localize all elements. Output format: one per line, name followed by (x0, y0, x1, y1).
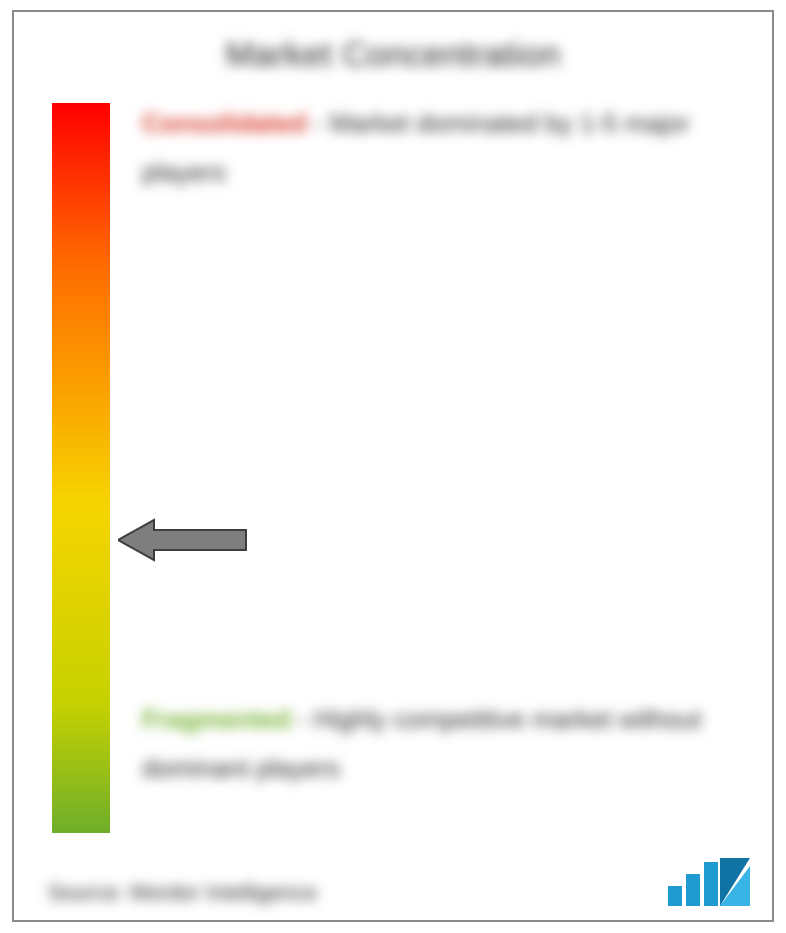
concentration-gradient-bar (52, 103, 110, 833)
diagram-title: Market Concentration (14, 36, 772, 75)
source-text: Source: Mordor Intelligence (48, 880, 317, 906)
diagram-frame: Market Concentration Consolidated - Mark… (12, 10, 774, 922)
consolidated-description: Consolidated - Market dominated by 1-5 m… (142, 99, 732, 198)
mordor-logo (666, 856, 750, 908)
arrow-icon (118, 520, 246, 560)
indicator-arrow (118, 518, 248, 562)
diagram-body: Consolidated - Market dominated by 1-5 m… (14, 103, 772, 883)
consolidated-label: Consolidated (142, 108, 307, 138)
fragmented-description: Fragmented - Highly competitive market w… (142, 695, 732, 794)
fragmented-label: Fragmented (142, 704, 291, 734)
